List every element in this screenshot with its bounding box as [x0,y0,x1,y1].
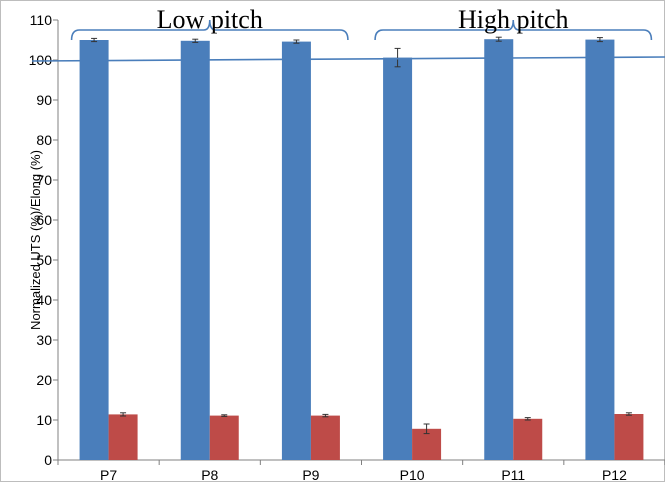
y-tick-label: 10 [36,412,52,428]
low-pitch-bracket [70,19,349,41]
x-tick-label: P12 [602,467,627,482]
bar-series2-p11 [513,418,543,460]
bar-series1-p11 [484,39,514,460]
y-tick-label: 0 [44,452,52,468]
low-pitch-label: Low pitch [157,5,263,34]
x-tick-label: P10 [400,467,425,482]
bar-series1-p9 [281,41,311,460]
reference-line-100 [31,56,665,62]
y-tick-label: 50 [36,252,52,268]
y-tick-label: 100 [29,52,53,68]
y-tick-label: 20 [36,372,52,388]
plot-area: 0 10 20 30 40 50 60 70 80 90 100 110 P7 P8 P9 P10 P11 P12 [29,12,665,482]
y-tick-label: 80 [36,132,52,148]
x-tick-label: P8 [201,467,218,482]
y-tick-label: 90 [36,92,52,108]
y-tick-label: 30 [36,332,52,348]
y-tick-label: 110 [30,12,53,28]
bar-series1-p10 [383,57,413,460]
bar-series2-p9 [310,415,340,460]
x-tick-label: P11 [501,467,525,482]
x-tick-label: P9 [302,467,319,482]
bar-series2-p7 [108,414,138,460]
high-pitch-bracket [374,19,653,41]
high-pitch-label: High pitch [458,5,569,34]
y-tick-label: 40 [36,292,52,308]
bar-series2-p12 [614,414,644,460]
x-tick-label: P7 [100,467,117,482]
y-tick-label: 70 [36,172,52,188]
y-axis-title: Normalized UTS (%)/Elong (%) [28,150,43,330]
bar-series2-p8 [209,415,239,460]
bar-series1-p8 [180,40,210,461]
bar-series1-p12 [585,39,615,460]
y-tick-label: 60 [36,212,52,228]
bar-series1-p7 [79,40,109,460]
